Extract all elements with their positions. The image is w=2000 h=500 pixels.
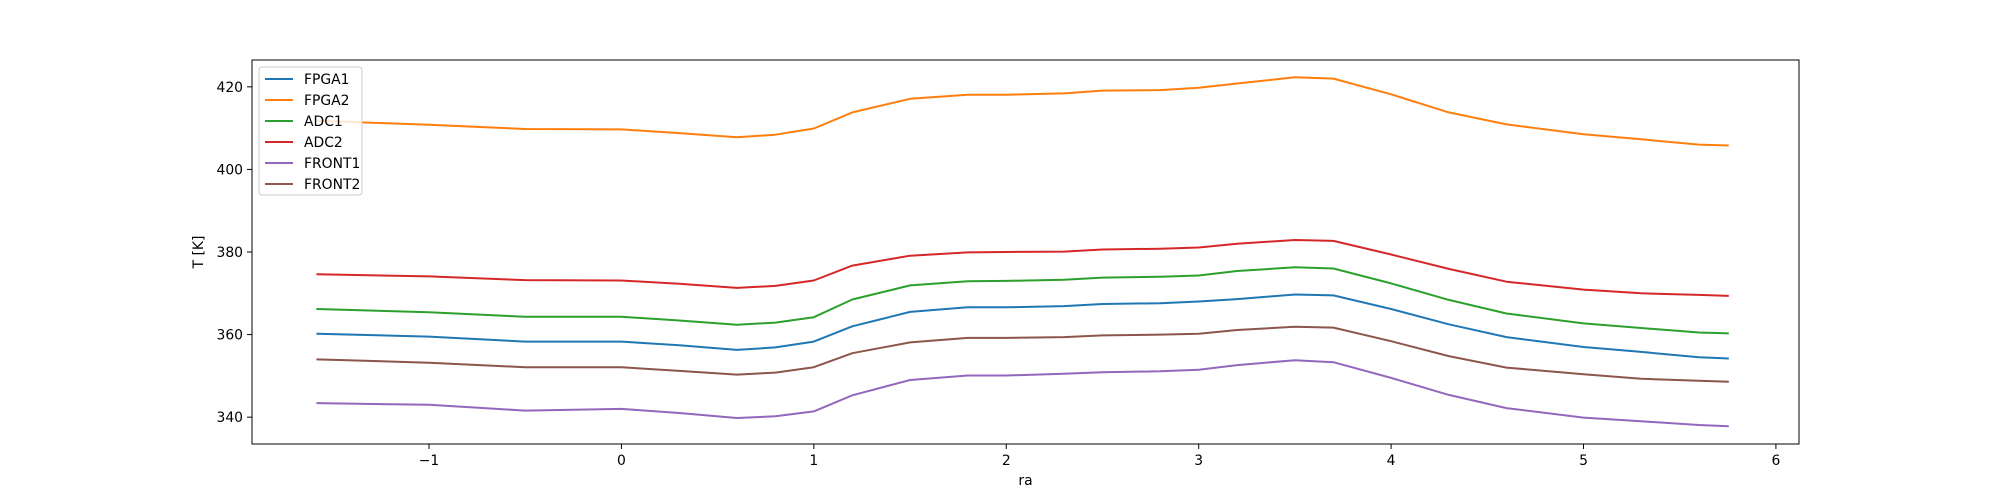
x-tick-label: 0 [617, 453, 626, 469]
series-line-front2 [316, 325, 1729, 383]
y-tick-label: 400 [216, 162, 243, 178]
series-line-adc1 [316, 266, 1729, 335]
legend-label-adc1: ADC1 [304, 114, 343, 130]
series-line-fpga2 [316, 76, 1729, 147]
y-tick-label: 380 [216, 245, 243, 261]
x-tick-label: 6 [1771, 453, 1780, 469]
x-axis-label: ra [1018, 473, 1032, 489]
x-tick-label: 3 [1194, 453, 1203, 469]
y-tick-label: 340 [216, 410, 243, 426]
x-tick-label: 4 [1387, 453, 1396, 469]
x-tick-label: −1 [419, 453, 439, 469]
x-tick-label: 1 [809, 453, 818, 469]
y-tick-label: 360 [216, 328, 243, 344]
y-axis-label: T [K] [191, 236, 207, 270]
series-layer [316, 76, 1729, 428]
y-axis: 340 360 380 400 420 [216, 80, 252, 426]
series-line-fpga1 [316, 293, 1729, 360]
series-line-front1 [316, 359, 1729, 428]
legend-label-adc2: ADC2 [304, 135, 343, 151]
legend: FPGA1 FPGA2 ADC1 ADC2 FRONT1 FRONT2 [258, 66, 363, 196]
legend-label-fpga1: FPGA1 [304, 72, 349, 88]
x-axis: −1 0 1 2 3 4 5 6 [419, 444, 1780, 469]
y-tick-label: 420 [216, 80, 243, 96]
x-tick-label: 2 [1002, 453, 1011, 469]
legend-label-front2: FRONT2 [304, 177, 360, 193]
x-tick-label: 5 [1579, 453, 1588, 469]
series-line-adc2 [316, 239, 1729, 297]
legend-label-front1: FRONT1 [304, 156, 360, 172]
legend-label-fpga2: FPGA2 [304, 93, 349, 109]
